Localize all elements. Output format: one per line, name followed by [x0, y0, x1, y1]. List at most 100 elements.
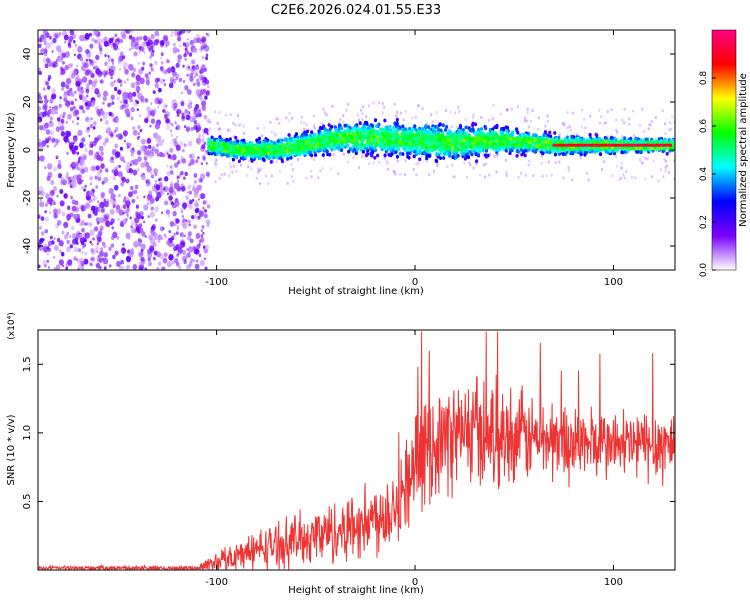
heatmap-cell	[47, 265, 51, 269]
heatmap-cell	[195, 113, 199, 118]
heatmap-cell	[96, 242, 100, 246]
heatmap-cell	[61, 211, 66, 217]
heatmap-cell	[152, 108, 157, 114]
heatmap-cell	[99, 71, 103, 76]
heatmap-cell	[137, 81, 141, 86]
heatmap-cell	[169, 76, 175, 83]
heatmap-cell	[464, 125, 468, 130]
heatmap-cell	[38, 70, 42, 75]
heatmap-cell	[330, 147, 334, 152]
heatmap-cell	[140, 267, 144, 270]
heatmap-cell	[56, 117, 61, 122]
heatmap-cell	[457, 109, 461, 114]
heatmap-cell	[124, 197, 130, 205]
heatmap-cell	[520, 171, 523, 175]
heatmap-cell	[131, 190, 135, 195]
heatmap-cell	[111, 169, 115, 173]
heatmap-cell	[226, 128, 229, 132]
heatmap-cell	[197, 156, 200, 160]
heatmap-cell	[86, 94, 89, 98]
heatmap-cell	[70, 195, 73, 200]
heatmap-cell	[175, 126, 178, 130]
heatmap-cell	[40, 231, 45, 236]
heatmap-cell	[150, 102, 153, 105]
heatmap-cell	[169, 121, 172, 125]
heatmap-cell	[505, 108, 508, 112]
heatmap-cell	[95, 217, 100, 223]
heatmap-cell	[58, 55, 63, 63]
heatmap-cell	[38, 146, 44, 153]
heatmap-cell	[189, 205, 193, 210]
heatmap-cell	[67, 113, 72, 120]
heatmap-cell	[64, 102, 69, 107]
heatmap-cell	[147, 215, 150, 219]
heatmap-cell	[187, 246, 194, 253]
heatmap-cell	[256, 126, 259, 130]
heatmap-cell	[151, 223, 156, 230]
heatmap-cell	[193, 259, 196, 262]
heatmap-cell	[182, 64, 185, 68]
heatmap-cell	[112, 176, 116, 181]
heatmap-cell	[393, 102, 396, 106]
heatmap-cell	[463, 156, 467, 161]
heatmap-cell	[67, 140, 71, 144]
heatmap-cell	[138, 251, 143, 258]
heatmap-cell	[77, 258, 82, 264]
heatmap-cell	[131, 221, 135, 226]
heatmap-cell	[103, 40, 109, 47]
heatmap-cell	[80, 166, 83, 170]
heatmap-cell	[53, 256, 56, 259]
heatmap-cell	[158, 140, 164, 146]
heatmap-cell	[383, 118, 387, 123]
heatmap-cell	[63, 234, 69, 240]
figure-title: C2E6.2026.024.01.55.E33	[271, 3, 441, 18]
heatmap-cell	[403, 127, 407, 132]
heatmap-cell	[401, 152, 405, 156]
heatmap-cell	[101, 180, 105, 185]
heatmap-cell	[671, 115, 674, 119]
heatmap-cell	[50, 190, 55, 195]
heatmap-cell	[95, 185, 99, 189]
heatmap-cell	[110, 76, 113, 80]
heatmap-cell	[145, 180, 151, 187]
heatmap-cell	[88, 149, 94, 156]
heatmap-cell	[361, 112, 364, 116]
heatmap-cell	[250, 141, 254, 146]
heatmap-cell	[148, 234, 153, 241]
heatmap-cell	[90, 257, 93, 261]
heatmap-cell	[620, 166, 624, 170]
heatmap-cell	[122, 211, 125, 215]
heatmap-cell	[104, 167, 109, 172]
heatmap-cell	[468, 161, 471, 165]
heatmap-cell	[202, 231, 205, 235]
heatmap-cell	[72, 238, 77, 245]
heatmap-cell	[154, 30, 160, 37]
heatmap-cell	[644, 177, 647, 181]
heatmap-cell	[38, 43, 42, 49]
heatmap-cell	[584, 126, 587, 130]
heatmap-cell	[609, 136, 613, 141]
heatmap-cell	[49, 106, 52, 109]
heatmap-cell	[263, 126, 266, 130]
heatmap-cell	[45, 81, 49, 86]
heatmap-cell	[55, 126, 61, 132]
heatmap-cell	[202, 79, 207, 86]
heatmap-cell	[124, 99, 128, 105]
heatmap-cell	[107, 56, 112, 63]
heatmap-cell	[616, 164, 619, 168]
heatmap-cell	[181, 249, 187, 256]
heatmap-cell	[181, 112, 185, 117]
heatmap-cell	[458, 125, 462, 130]
heatmap-cell	[332, 152, 336, 156]
heatmap-cell	[108, 69, 115, 77]
heatmap-cell	[74, 98, 77, 102]
heatmap-cell	[288, 111, 291, 115]
heatmap-cell	[102, 101, 105, 105]
heatmap-cell	[69, 90, 74, 97]
heatmap-cell	[162, 34, 169, 42]
heatmap-cell	[44, 229, 49, 234]
heatmap-cell	[55, 32, 60, 38]
heatmap-cell	[110, 133, 114, 138]
heatmap-cell	[70, 30, 73, 33]
heatmap-cell	[162, 257, 168, 264]
